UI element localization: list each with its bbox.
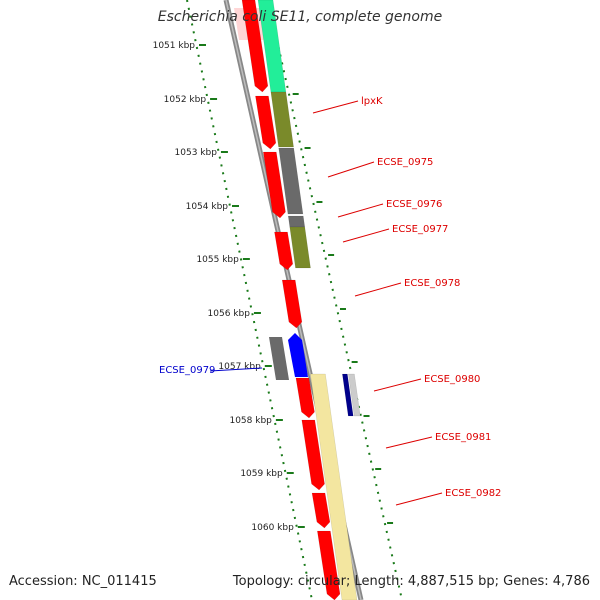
label-leader-line	[354, 282, 402, 297]
scale-tick-label: 1054 kbp	[186, 202, 229, 212]
gene-label: ECSE_0980	[424, 374, 480, 385]
gene-block-ecse-0979-blue	[288, 333, 308, 377]
cds-gene-red	[255, 95, 277, 150]
gene-label: lpxK	[361, 96, 383, 107]
gene-label: ECSE_0979	[159, 365, 215, 376]
gene-block-ecse-0979	[269, 337, 289, 380]
map-title: Escherichia coli SE11, complete genome	[157, 9, 443, 25]
cds-gene-red	[317, 530, 341, 600]
outer-track-dotted	[267, 0, 403, 600]
gene-label: ECSE_0982	[445, 488, 501, 499]
scale-tick-label: 1056 kbp	[208, 309, 251, 319]
gene-block-ecse-0980	[342, 373, 354, 417]
gene-label: ECSE_0981	[435, 432, 491, 443]
gene-block-ecse-0975	[278, 147, 304, 215]
cds-gene-red	[262, 151, 286, 219]
gene-block-lpxk	[270, 91, 294, 148]
scale-tick-label: 1058 kbp	[229, 416, 272, 426]
genome-summary: Topology: circular; Length: 4,887,515 bp…	[232, 574, 590, 589]
label-leader-line	[373, 378, 422, 392]
label-leader-line	[209, 367, 263, 372]
gene-block-yellow	[310, 373, 358, 600]
gene-block-ecse-0977	[289, 226, 311, 269]
scale-tick-label: 1055 kbp	[196, 255, 239, 265]
label-leader-line	[312, 100, 359, 114]
label-leader-line	[342, 228, 390, 243]
cds-gene-red	[311, 492, 331, 529]
scale-tick-label: 1052 kbp	[164, 95, 207, 105]
label-leader-line	[395, 492, 443, 506]
scale-tick-label: 1059 kbp	[240, 469, 283, 479]
gene-label: ECSE_0978	[404, 278, 460, 289]
cds-gene-red	[295, 377, 315, 419]
scale-tick-label: 1057 kbp	[218, 362, 261, 372]
gene-label: ECSE_0977	[392, 224, 448, 235]
cds-gene-red	[241, 0, 269, 93]
cds-gene-red	[301, 419, 325, 491]
scale-tick-label: 1053 kbp	[175, 148, 218, 158]
gene-block-ecse-0980-shade	[348, 373, 361, 417]
label-leader-line	[385, 436, 433, 449]
label-leader-line	[327, 161, 375, 178]
cds-gene-red	[274, 231, 294, 271]
accession-text: Accession: NC_011415	[9, 574, 157, 589]
scale-tick-label: 1051 kbp	[153, 41, 196, 51]
gene-block-ecse-0976	[287, 215, 306, 228]
gene-label: ECSE_0976	[386, 199, 442, 210]
scale-tick-label: 1060 kbp	[251, 523, 294, 533]
gene-label: ECSE_0975	[377, 157, 433, 168]
label-leader-line	[337, 203, 384, 218]
cds-gene-red	[281, 279, 303, 329]
